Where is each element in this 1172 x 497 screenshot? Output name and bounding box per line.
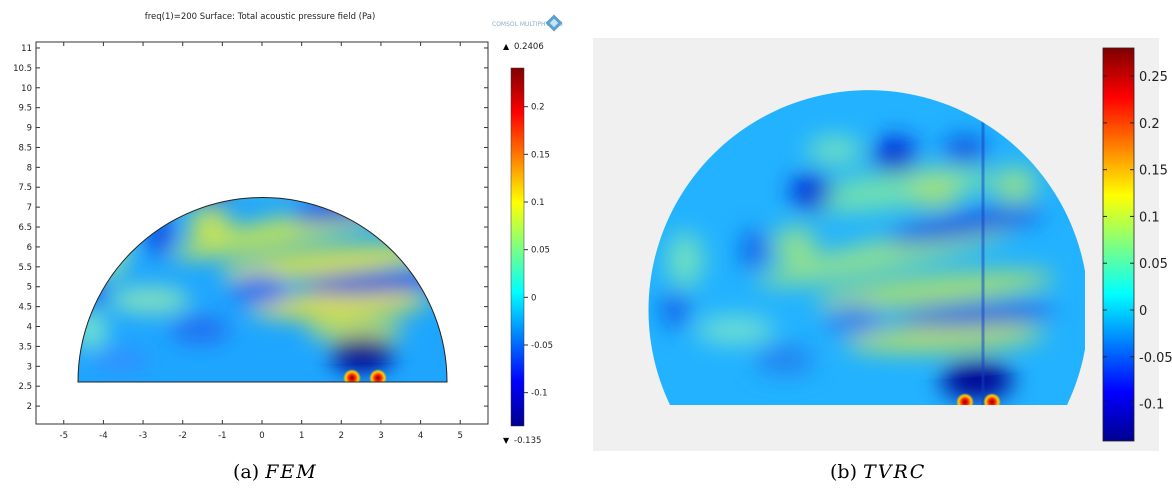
- fem-x-tick-label: 1: [299, 431, 304, 441]
- fem-colorbar-min-label: -0.135: [514, 436, 541, 446]
- caption-b: (b) TVRC: [830, 461, 926, 483]
- fem-y-tick-label: 10.5: [13, 64, 32, 74]
- panel-fem: freq(1)=200 Surface: Total acoustic pres…: [0, 0, 580, 493]
- fem-y-tick-label: 2: [27, 402, 32, 412]
- fem-y-tick-label: 2.5: [18, 382, 32, 392]
- fem-x-tick-label: 0: [259, 431, 264, 441]
- tvrc-colorbar-tick-label: 0.15: [1139, 164, 1168, 179]
- fem-y-tick-label: 6.5: [18, 223, 32, 233]
- fem-colorbar-tick-label: -0.1: [531, 389, 548, 399]
- fem-colorbar-ticks: 0.2 0.15 0.1 0.05 0 -0.05 -0.1: [524, 103, 553, 399]
- tvrc-figure: 0.25 0.2 0.15 0.1 0.05 0 -0.05 -0.1: [593, 38, 1172, 451]
- caption-b-name: TVRC: [863, 461, 927, 483]
- fem-x-tick-label: 3: [378, 431, 383, 441]
- fem-y-tick-label: 4.5: [18, 303, 32, 313]
- fem-x-tick-label: -3: [139, 431, 147, 441]
- fem-y-tick-label: 6: [27, 243, 32, 253]
- fem-domain-boundary: [77, 197, 448, 383]
- fem-y-tick-label: 9: [27, 124, 32, 134]
- fem-colorbar: [510, 67, 525, 427]
- fem-y-tick-label: 7.5: [18, 183, 32, 193]
- caption-a-name: FEM: [265, 461, 318, 483]
- fem-y-tick-label: 9.5: [18, 104, 32, 114]
- fem-y-tick-label: 7: [27, 203, 32, 213]
- fem-x-tick-label: 2: [339, 431, 344, 441]
- fem-figure: freq(1)=200 Surface: Total acoustic pres…: [13, 12, 563, 446]
- fem-y-tick-label: 11: [21, 44, 32, 54]
- fem-colorbar-max-label: 0.2406: [514, 42, 544, 52]
- tvrc-colorbar-tick-label: -0.1: [1139, 398, 1164, 413]
- fem-colorbar-min-marker: ▼: [503, 436, 510, 445]
- fem-y-tick-label: 3.5: [18, 342, 32, 352]
- tvrc-colorbar-tick-label: 0: [1139, 304, 1147, 319]
- fem-y-tick-label: 8.5: [18, 143, 32, 153]
- fem-colorbar-max-marker: ▲: [503, 42, 510, 51]
- fem-y-tick-label: 5.5: [18, 263, 32, 273]
- fem-title: freq(1)=200 Surface: Total acoustic pres…: [145, 12, 376, 22]
- fem-x-tick-label: -1: [218, 431, 226, 441]
- caption-b-label: (b): [830, 461, 857, 483]
- fem-colorbar-tick-label: -0.05: [531, 341, 553, 351]
- tvrc-colorbar-ticks: 0.25 0.2 0.15 0.1 0.05 0 -0.05 -0.1: [1103, 70, 1172, 413]
- fem-x-axis: -5 -4 -3 -2 -1 0 1 2 3 4 5: [60, 42, 463, 441]
- caption-a: (a) FEM: [233, 461, 318, 483]
- fem-colorbar-tick-label: 0: [531, 293, 536, 303]
- fem-colorbar-tick-label: 0.2: [531, 103, 545, 113]
- fem-x-tick-label: -4: [99, 431, 107, 441]
- fem-y-tick-label: 5: [27, 283, 32, 293]
- fem-x-tick-label: 5: [458, 431, 463, 441]
- fem-y-axis: 11 10.5 10 9.5 9 8.5 8 7.5 7 6.5 6 5.5 5 4.5 4 3.5 3 2.5 2: [13, 44, 488, 412]
- fem-y-tick-label: 3: [27, 362, 32, 372]
- panel-tvrc: 0.25 0.2 0.15 0.1 0.05 0 -0.05 -0.1 (b) TVRC: [585, 0, 1172, 493]
- fem-y-tick-label: 8: [27, 163, 32, 173]
- fem-y-tick-label: 10: [21, 84, 32, 94]
- fem-x-tick-label: 4: [418, 431, 423, 441]
- fem-colorbar-tick-label: 0.1: [531, 198, 545, 208]
- comsol-logo: COMSOL MULTIPHYSICS: [492, 21, 563, 28]
- tvrc-colorbar-tick-label: -0.05: [1139, 351, 1172, 366]
- tvrc-colorbar-tick-label: 0.05: [1139, 257, 1168, 272]
- tvrc-colorbar: [1102, 47, 1135, 442]
- fem-colorbar-tick-label: 0.15: [531, 150, 550, 160]
- fem-x-tick-label: -5: [60, 431, 68, 441]
- fem-y-tick-label: 4: [27, 323, 32, 333]
- comsol-logo-icon: [545, 14, 563, 32]
- fem-x-tick-label: -2: [178, 431, 186, 441]
- tvrc-colorbar-tick-label: 0.25: [1139, 70, 1168, 85]
- tvrc-colorbar-tick-label: 0.1: [1139, 210, 1160, 225]
- fem-colorbar-tick-label: 0.05: [531, 246, 550, 256]
- tvrc-colorbar-tick-label: 0.2: [1139, 117, 1160, 132]
- caption-a-label: (a): [233, 461, 260, 483]
